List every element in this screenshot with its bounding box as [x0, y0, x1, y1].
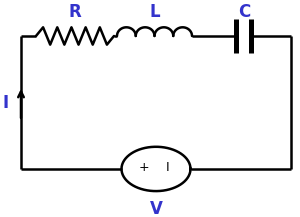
Text: I: I — [166, 161, 170, 174]
Text: L: L — [149, 3, 160, 21]
Text: I: I — [3, 94, 9, 112]
Text: C: C — [238, 3, 250, 21]
Text: R: R — [69, 3, 81, 21]
Text: V: V — [150, 200, 162, 217]
Text: +: + — [139, 161, 149, 174]
